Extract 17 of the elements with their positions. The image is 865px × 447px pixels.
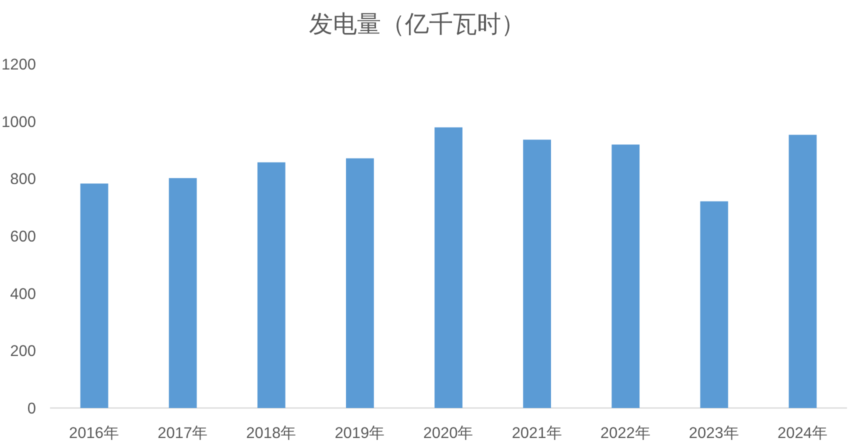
x-tick-label: 2020年 bbox=[423, 425, 474, 442]
x-tick-label: 2018年 bbox=[246, 425, 297, 442]
x-tick-label: 2019年 bbox=[334, 425, 386, 442]
x-tick-label: 2024年 bbox=[777, 425, 828, 442]
x-tick-label: 2021年 bbox=[512, 425, 562, 442]
y-tick-label: 0 bbox=[27, 400, 36, 418]
title: 发电量（亿千瓦时） bbox=[309, 11, 525, 38]
x-tick-label: 2016年 bbox=[69, 425, 120, 442]
y-tick-label: 400 bbox=[10, 286, 36, 303]
x-tick-label: 2023年 bbox=[688, 425, 740, 442]
y-tick-label: 600 bbox=[10, 228, 36, 246]
y-tick-label: 1200 bbox=[2, 56, 36, 74]
x-tick-label: 2017年 bbox=[158, 425, 208, 442]
y-tick-label: 1000 bbox=[2, 114, 36, 131]
x-tick-label: 2022年 bbox=[600, 425, 651, 442]
y-tick-label: 800 bbox=[10, 171, 36, 188]
y-tick-label: 200 bbox=[10, 343, 36, 360]
